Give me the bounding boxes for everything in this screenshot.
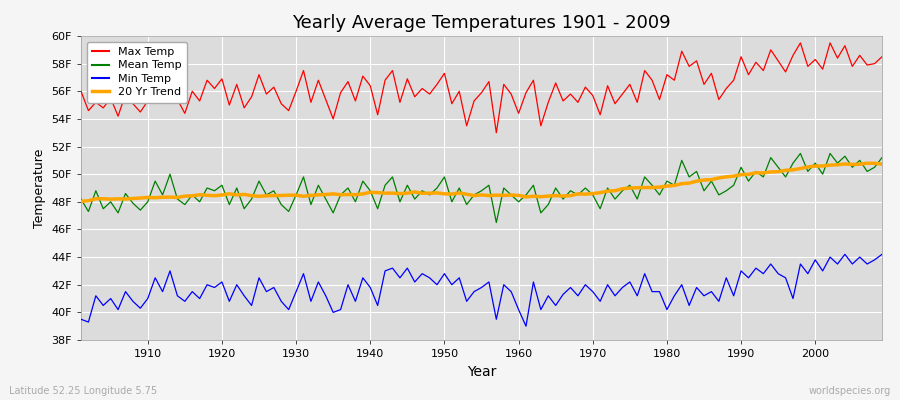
Text: worldspecies.org: worldspecies.org — [809, 386, 891, 396]
Title: Yearly Average Temperatures 1901 - 2009: Yearly Average Temperatures 1901 - 2009 — [292, 14, 670, 32]
X-axis label: Year: Year — [467, 364, 496, 378]
Text: Latitude 52.25 Longitude 5.75: Latitude 52.25 Longitude 5.75 — [9, 386, 157, 396]
Legend: Max Temp, Mean Temp, Min Temp, 20 Yr Trend: Max Temp, Mean Temp, Min Temp, 20 Yr Tre… — [86, 42, 187, 103]
Y-axis label: Temperature: Temperature — [32, 148, 46, 228]
